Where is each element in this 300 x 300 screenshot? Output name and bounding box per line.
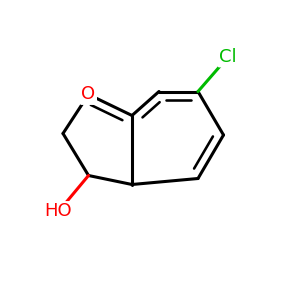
Text: O: O <box>81 85 96 103</box>
Text: Cl: Cl <box>219 48 237 66</box>
Text: HO: HO <box>45 202 72 220</box>
